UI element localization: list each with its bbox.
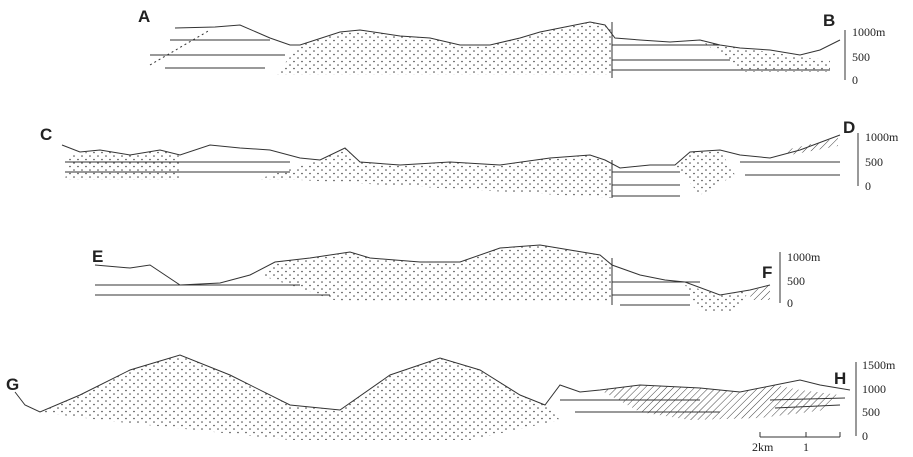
scale-label: 1000 (862, 382, 886, 396)
label: E (92, 247, 103, 266)
profile (174, 21, 841, 56)
scale-label: 500 (852, 50, 870, 64)
strata-lines (95, 258, 700, 306)
scale-label: 1000m (865, 130, 899, 144)
profile (94, 244, 771, 296)
hatched-layer (785, 138, 838, 155)
scale-bar-label: 2km (752, 440, 774, 454)
section-cd: C D 1000m 500 0 (40, 118, 899, 198)
profile (14, 354, 851, 413)
hatched-layer (600, 385, 840, 420)
hatched-layer (748, 285, 770, 300)
scale-label: 0 (787, 296, 793, 310)
strata-lines (149, 22, 830, 78)
rock-body (675, 150, 735, 195)
scale-label: 0 (852, 73, 858, 87)
scale-label: 500 (865, 155, 883, 169)
scale-label: 500 (787, 274, 805, 288)
section-gh: G H 1500m 1000 500 0 (6, 354, 896, 443)
scale-label: 1000m (852, 25, 886, 39)
section-ab: A B 1000m 500 0 (138, 7, 886, 87)
label: A (138, 7, 150, 26)
rock-body (255, 148, 612, 198)
rock-body (40, 355, 560, 440)
scale-bar: 2km 1 (752, 432, 841, 454)
strata-lines (65, 160, 840, 198)
profile (61, 134, 841, 169)
scale-label: 0 (862, 429, 868, 443)
rock-body (65, 150, 180, 180)
scale-label: 1500m (862, 358, 896, 372)
rock-body (275, 22, 612, 75)
scale-label: 500 (862, 405, 880, 419)
scale-label: 1000m (787, 250, 821, 264)
label: D (843, 118, 855, 137)
label: C (40, 125, 52, 144)
label: H (834, 369, 846, 388)
scale-bar-label: 1 (803, 440, 809, 454)
rock-body (685, 285, 750, 312)
label: G (6, 375, 19, 394)
scale-label: 0 (865, 179, 871, 193)
label: F (762, 263, 772, 282)
strata-lines (560, 397, 846, 413)
section-ef: E F 1000m 500 0 (92, 244, 821, 312)
rock-body (260, 245, 612, 302)
rock-body (700, 40, 830, 72)
label: B (823, 11, 835, 30)
